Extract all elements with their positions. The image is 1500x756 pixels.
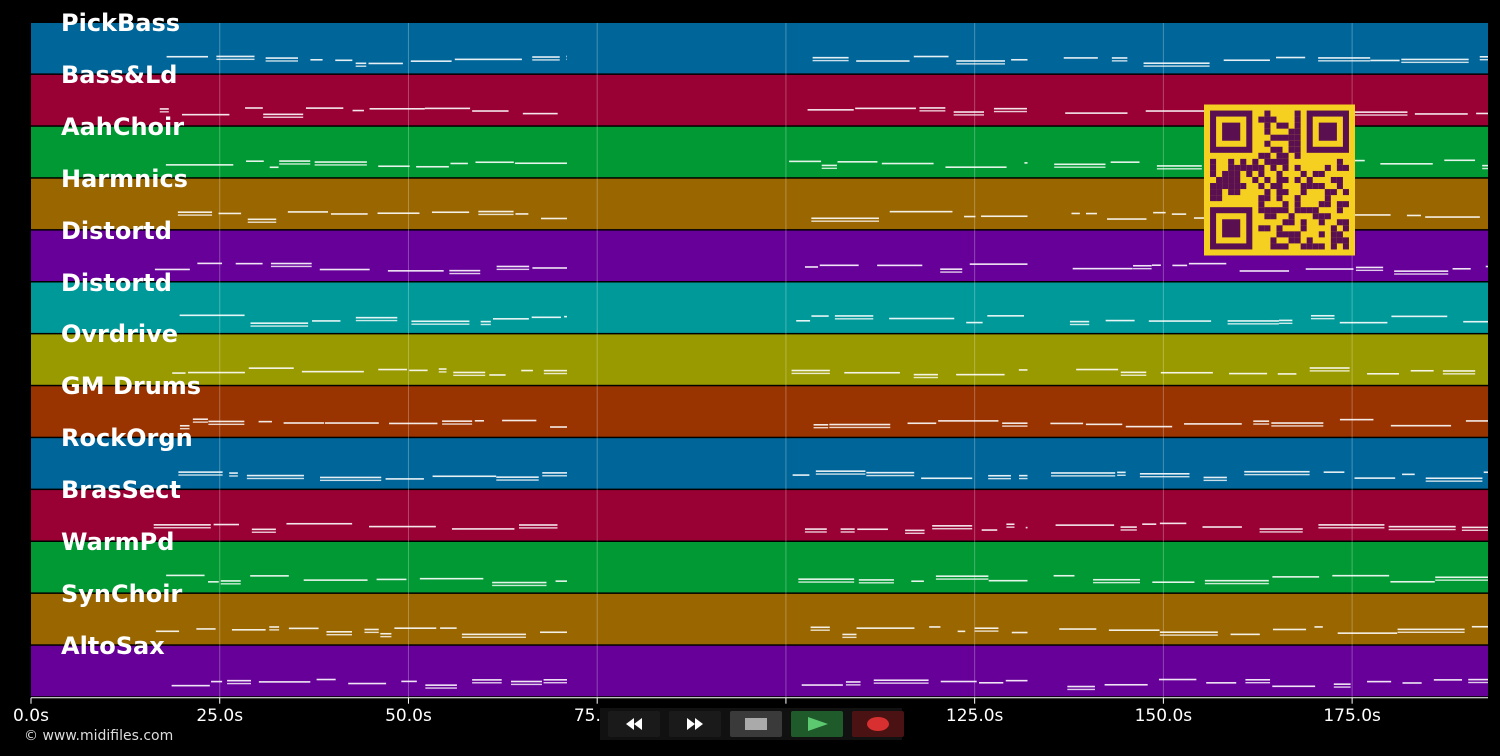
transport-controls — [600, 708, 904, 740]
tick-label: 50.0s — [385, 706, 432, 726]
note-trace — [166, 55, 1488, 67]
track-label: SynChoir — [61, 579, 183, 608]
stop-button[interactable] — [730, 711, 782, 737]
stop-icon — [745, 718, 767, 730]
note-trace — [155, 625, 1488, 639]
note-trace — [159, 107, 1488, 118]
fast-forward-button[interactable] — [669, 711, 721, 737]
play-icon — [808, 717, 828, 731]
track-label: RockOrgn — [61, 424, 193, 453]
tick-label: 175.0s — [1323, 706, 1381, 726]
tick-label: 125.0s — [945, 706, 1004, 726]
rewind-icon — [626, 718, 642, 730]
note-trace — [178, 470, 1488, 482]
track-band — [31, 23, 1488, 74]
track-band — [31, 334, 1488, 385]
track-label: Harmnics — [61, 164, 188, 193]
note-trace — [171, 678, 1488, 691]
track-label: Bass&Ld — [61, 60, 178, 89]
track-label: AltoSax — [61, 631, 165, 660]
rewind-button[interactable] — [608, 711, 660, 737]
note-trace — [153, 522, 1488, 534]
track-band — [31, 645, 1488, 697]
play-button[interactable] — [791, 711, 843, 737]
track-band — [31, 386, 1488, 437]
track-label: GM Drums — [61, 372, 202, 401]
copyright-text: © www.midifiles.com — [24, 728, 174, 744]
record-button[interactable] — [852, 711, 904, 737]
track-label: Ovrdrive — [61, 320, 179, 349]
track-label: PickBass — [61, 9, 181, 37]
note-trace — [165, 159, 1488, 170]
track-label: Distortd — [61, 216, 172, 245]
tick-label: 150.0s — [1134, 706, 1193, 726]
note-trace — [154, 262, 1488, 275]
track-label: Distortd — [61, 268, 172, 297]
track-band — [31, 490, 1488, 541]
tick-label: 0.0s — [13, 706, 49, 726]
note-trace — [179, 314, 1488, 327]
track-label: AahChoir — [61, 112, 185, 141]
tick-label: 25.0s — [196, 706, 244, 726]
track-band — [31, 282, 1488, 333]
note-trace — [172, 367, 1476, 379]
record-icon — [867, 717, 889, 731]
track-label: WarmPd — [61, 528, 175, 556]
fast-forward-icon — [687, 718, 703, 730]
track-label: BrasSect — [61, 476, 181, 505]
note-trace — [179, 418, 1488, 430]
track-band — [31, 542, 1488, 593]
qr-code[interactable] — [1204, 104, 1355, 256]
track-band — [31, 593, 1488, 645]
note-trace — [166, 574, 1488, 587]
track-band — [31, 438, 1488, 489]
